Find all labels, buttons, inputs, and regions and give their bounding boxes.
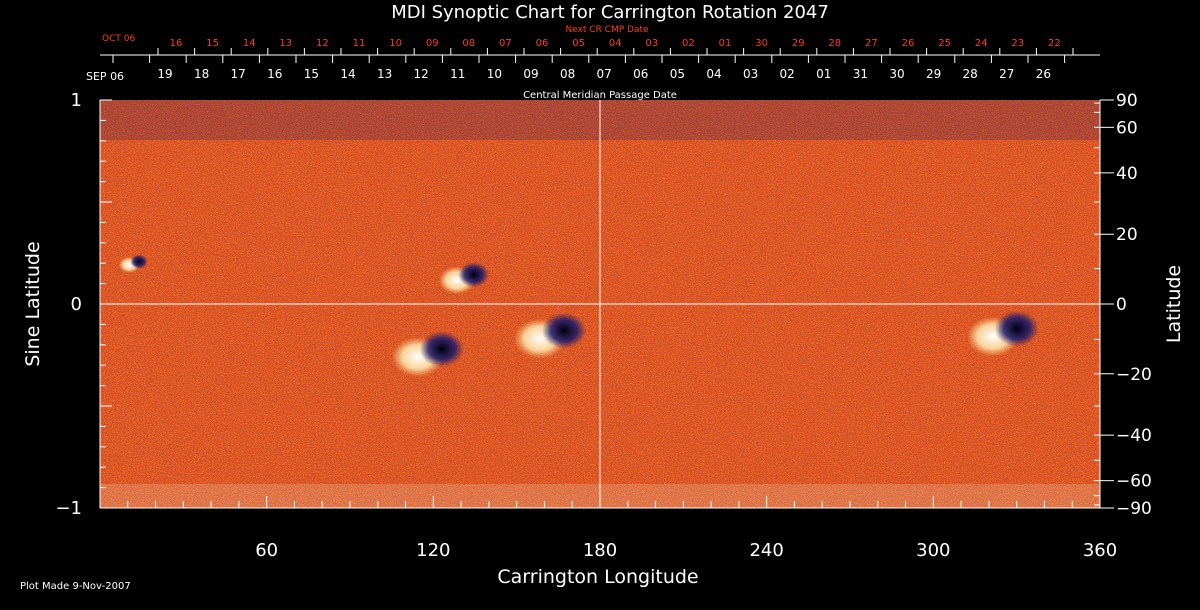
cmp-date-label: 06 bbox=[633, 67, 648, 81]
cmp-date-label: 18 bbox=[194, 67, 209, 81]
cmp-date-label: 31 bbox=[853, 67, 868, 81]
left-y-axis-label: Sine Latitude bbox=[22, 241, 44, 366]
next-cr-start-label: OCT 06 bbox=[102, 34, 135, 44]
right-tick-label: 90 bbox=[1116, 91, 1138, 111]
right-tick-label: 20 bbox=[1116, 225, 1138, 245]
next-cr-date-label: 11 bbox=[353, 38, 366, 49]
cmp-date-label: 03 bbox=[743, 67, 758, 81]
x-axis-label: Carrington Longitude bbox=[497, 566, 698, 588]
right-tick-label: −90 bbox=[1116, 499, 1152, 519]
cmp-date-label: 14 bbox=[340, 67, 355, 81]
cmp-date-label: 30 bbox=[889, 67, 904, 81]
cmp-date-label: 11 bbox=[450, 67, 465, 81]
top-axis-label: Central Meridian Passage Date bbox=[523, 90, 677, 101]
cmp-date-label: 28 bbox=[963, 67, 978, 81]
next-cr-date-label: 07 bbox=[499, 38, 512, 49]
cmp-date-label: 07 bbox=[597, 67, 612, 81]
right-tick-label: 0 bbox=[1116, 295, 1127, 315]
right-tick-label: −20 bbox=[1116, 365, 1152, 385]
cmp-date-label: 15 bbox=[304, 67, 319, 81]
next-cr-date-label: 05 bbox=[572, 38, 585, 49]
next-cr-date-label: 12 bbox=[316, 38, 329, 49]
right-tick-label: −40 bbox=[1116, 426, 1152, 446]
x-tick-label: 300 bbox=[916, 540, 950, 561]
cmp-date-label: 12 bbox=[414, 67, 429, 81]
next-cr-date-label: 15 bbox=[206, 38, 219, 49]
cmp-date-label: 02 bbox=[780, 67, 795, 81]
right-tick-label: 60 bbox=[1116, 118, 1138, 138]
negative-polarity-patch bbox=[458, 262, 490, 288]
next-cr-date-label: 13 bbox=[279, 38, 292, 49]
right-y-axis-label: Latitude bbox=[1163, 265, 1185, 343]
cmp-date-label: 13 bbox=[377, 67, 392, 81]
left-tick-label: −1 bbox=[55, 498, 82, 519]
cmp-date-ticks: 19 18 17 16 15 14 13 12 11 10 09 08 07 06 05 04 03 02 01 31… bbox=[112, 55, 1066, 81]
next-cr-date-label: 22 bbox=[1048, 38, 1061, 49]
negative-polarity-patch bbox=[994, 310, 1039, 347]
next-cr-date-label: 14 bbox=[243, 38, 256, 49]
next-cr-date-ticks: 16 15 14 13 12 11 10 09 08 07 06 05 04 03 02 01 30 29 28 27… bbox=[157, 38, 1074, 55]
cmp-date-label: 29 bbox=[926, 67, 941, 81]
next-cr-date-label: 03 bbox=[645, 38, 658, 49]
next-cr-date-label: 10 bbox=[389, 38, 402, 49]
next-cr-date-label: 25 bbox=[938, 38, 951, 49]
cmp-date-label: 08 bbox=[560, 67, 575, 81]
cmp-date-label: 04 bbox=[706, 67, 721, 81]
cmp-date-label: 27 bbox=[999, 67, 1014, 81]
next-cr-label: Next CR CMP Date bbox=[565, 25, 649, 35]
next-cr-date-label: 04 bbox=[609, 38, 622, 49]
left-tick-label: 1 bbox=[71, 90, 82, 111]
right-tick-label: 40 bbox=[1116, 164, 1138, 184]
plot-made-footer: Plot Made 9-Nov-2007 bbox=[20, 581, 131, 592]
cmp-date-label: 17 bbox=[231, 67, 246, 81]
next-cr-date-label: 16 bbox=[170, 38, 183, 49]
negative-polarity-patch bbox=[130, 254, 148, 269]
x-tick-label: 360 bbox=[1083, 540, 1117, 561]
next-cr-date-label: 29 bbox=[792, 38, 805, 49]
next-cr-date-label: 08 bbox=[462, 38, 475, 49]
next-cr-date-label: 26 bbox=[902, 38, 915, 49]
next-cr-date-label: 02 bbox=[682, 38, 695, 49]
cmp-date-label: 05 bbox=[670, 67, 685, 81]
cmp-date-label: 01 bbox=[816, 67, 831, 81]
cmp-date-label: 26 bbox=[1036, 67, 1051, 81]
chart-title: MDI Synoptic Chart for Carrington Rotati… bbox=[391, 2, 829, 23]
x-tick-label: 120 bbox=[416, 540, 450, 561]
x-tick-label: 240 bbox=[749, 540, 783, 561]
x-tick-label: 180 bbox=[583, 540, 617, 561]
next-cr-date-label: 09 bbox=[426, 38, 439, 49]
next-cr-date-label: 23 bbox=[1011, 38, 1024, 49]
right-y-ticks: 90 60 40 20 0 −20 −40 −60 −90 bbox=[1094, 91, 1152, 519]
active-regions bbox=[118, 254, 1039, 377]
next-cr-date-label: 27 bbox=[865, 38, 878, 49]
cmp-date-label: 10 bbox=[487, 67, 502, 81]
right-tick-label: −60 bbox=[1116, 472, 1152, 492]
next-cr-date-label: 24 bbox=[975, 38, 988, 49]
negative-polarity-patch bbox=[419, 330, 464, 367]
left-y-ticks: 1 0 −1 bbox=[55, 90, 112, 519]
cmp-date-label: 19 bbox=[157, 67, 172, 81]
next-cr-date-label: 06 bbox=[536, 38, 549, 49]
x-tick-label: 60 bbox=[255, 540, 278, 561]
next-cr-date-label: 30 bbox=[755, 38, 768, 49]
left-tick-label: 0 bbox=[71, 294, 82, 315]
next-cr-date-label: 28 bbox=[828, 38, 841, 49]
cmp-date-label: 16 bbox=[267, 67, 282, 81]
top-axis-start-label: SEP 06 bbox=[86, 70, 124, 83]
x-axis-ticks: 60 120 180 240 300 360 bbox=[127, 496, 1117, 561]
negative-polarity-patch bbox=[542, 312, 586, 349]
cmp-date-label: 09 bbox=[523, 67, 538, 81]
next-cr-date-label: 01 bbox=[719, 38, 732, 49]
